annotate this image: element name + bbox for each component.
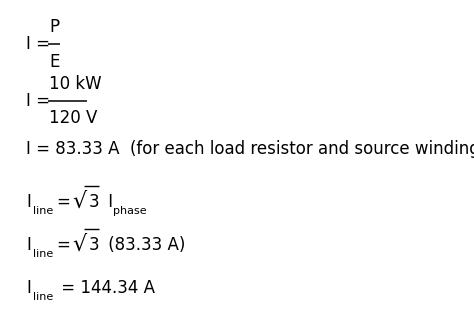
Text: phase: phase (113, 206, 146, 216)
Text: √: √ (72, 235, 86, 255)
Text: = 144.34 A: = 144.34 A (56, 279, 155, 297)
Text: I: I (26, 193, 31, 211)
Text: E: E (49, 53, 59, 71)
Text: I: I (26, 236, 31, 254)
Text: 120 V: 120 V (49, 109, 97, 127)
Text: I = 83.33 A  (for each load resistor and source winding): I = 83.33 A (for each load resistor and … (26, 140, 474, 158)
Text: √: √ (72, 192, 86, 212)
Text: I =: I = (26, 92, 55, 110)
Text: 3: 3 (89, 236, 100, 254)
Text: =: = (56, 193, 70, 211)
Text: line: line (33, 292, 54, 302)
Text: I: I (26, 279, 31, 297)
Text: (83.33 A): (83.33 A) (103, 236, 185, 254)
Text: P: P (49, 18, 59, 36)
Text: line: line (33, 206, 54, 216)
Text: =: = (56, 236, 70, 254)
Text: 10 kW: 10 kW (49, 74, 101, 93)
Text: line: line (33, 249, 54, 259)
Text: I: I (103, 193, 113, 211)
Text: I =: I = (26, 35, 55, 53)
Text: 3: 3 (89, 193, 100, 211)
